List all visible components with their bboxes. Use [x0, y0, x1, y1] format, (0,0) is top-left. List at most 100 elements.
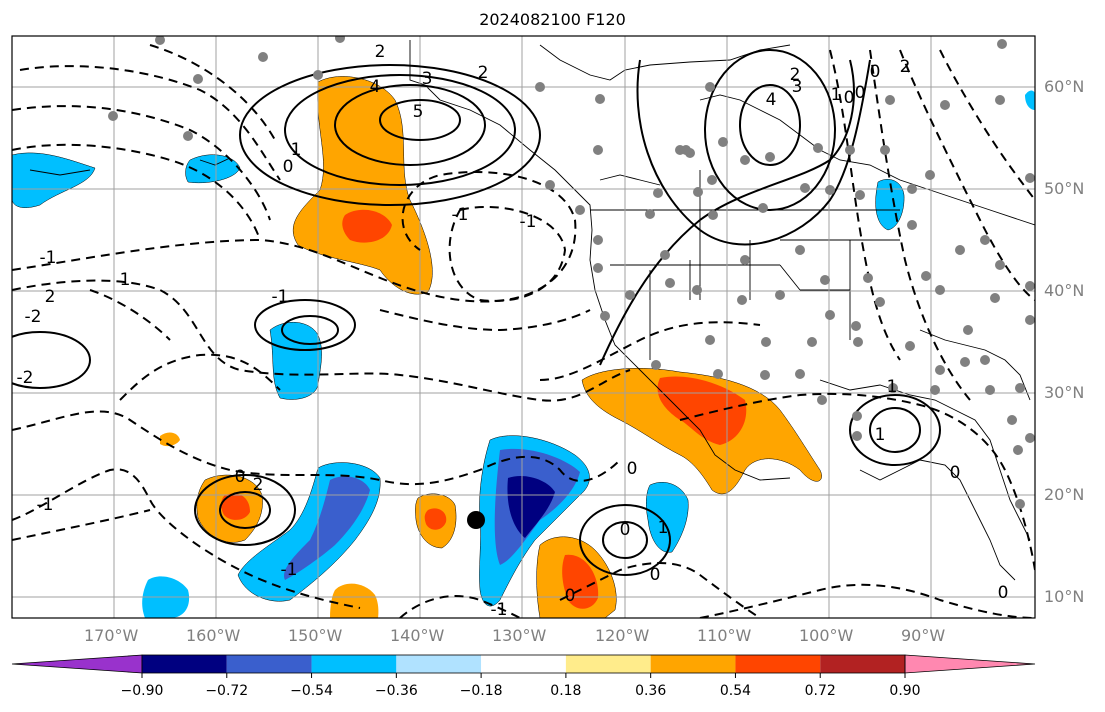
contour-label: 4	[766, 90, 777, 110]
strong-positive-region	[424, 508, 447, 530]
latitude-label: 50°N	[1044, 179, 1085, 198]
contour-label: 0	[844, 88, 855, 108]
contour-label: 3	[422, 69, 433, 89]
latitude-label: 20°N	[1044, 485, 1085, 504]
colorbar-outline	[141, 654, 906, 674]
shaded-regions	[12, 76, 1035, 618]
colorbar-tick-label: −0.72	[205, 683, 249, 699]
strong-positive-region	[342, 209, 392, 243]
contour-label: 1	[831, 85, 842, 105]
contour-label: 0	[950, 463, 961, 483]
colorbar-tick-label: 0.36	[635, 683, 667, 699]
colorbar-tick-label: 0.72	[804, 683, 836, 699]
strong-positive-region	[657, 376, 747, 445]
contour-label: 1	[887, 377, 898, 397]
contour-label: -1	[40, 248, 57, 268]
contour-label: -1	[491, 600, 508, 620]
colorbar-segment	[650, 655, 736, 673]
colorbar-segment	[311, 655, 397, 673]
contour-label: -2	[17, 368, 34, 388]
contour-label: 0	[565, 586, 576, 606]
longitude-label: 100°W	[799, 626, 854, 645]
graticule	[12, 36, 1035, 618]
dashed-contours	[12, 44, 1035, 618]
contour-label: 2	[45, 287, 56, 307]
negative-anomaly-region	[12, 152, 96, 208]
contour-label: -1	[520, 212, 537, 232]
colorbar-tick-label: −0.36	[374, 683, 418, 699]
strong-negative-region	[507, 475, 555, 538]
solid-contours	[12, 49, 941, 576]
contour-label: 0	[627, 459, 638, 479]
strong-positive-region	[562, 554, 599, 609]
colorbar-tick-label: −0.18	[459, 683, 503, 699]
latitude-label: 40°N	[1044, 281, 1085, 300]
contour-label: 0	[283, 157, 294, 177]
positive-anomaly-region	[330, 583, 379, 618]
contour-label: 3	[792, 77, 803, 97]
latitude-label: 30°N	[1044, 383, 1085, 402]
colorbar-segment	[142, 655, 227, 673]
positive-anomaly-region	[160, 432, 180, 447]
colorbar-tick-label: −0.54	[290, 683, 333, 699]
colorbar-segment	[481, 655, 566, 673]
colorbar-tick-label: 0.18	[550, 683, 582, 699]
colorbar-extend-min	[11, 654, 143, 674]
contour-label: 2	[790, 65, 801, 85]
colorbar-segment	[820, 655, 905, 673]
contour-label: 0	[620, 520, 631, 540]
colorbar-segment	[735, 655, 821, 673]
contour-label: -1	[452, 205, 469, 225]
negative-anomaly-region	[875, 179, 905, 231]
colorbar-segment	[396, 655, 482, 673]
longitude-label: 110°W	[697, 626, 752, 645]
negative-anomaly-region	[185, 154, 241, 184]
colorbar-tick-label: 0.54	[719, 683, 752, 699]
longitude-label: 90°W	[901, 626, 946, 645]
contour-label: 2	[900, 57, 911, 77]
contour-label: 0	[235, 467, 246, 487]
contour-label: 0	[870, 62, 881, 82]
contour-label: 1	[875, 425, 886, 445]
contour-label: 4	[370, 77, 381, 97]
contour-label: 5	[413, 102, 424, 122]
contour-label: 1	[291, 140, 302, 160]
contour-label: 0	[855, 83, 866, 103]
map-title: 2024082100 F120	[479, 10, 626, 29]
longitude-label: 150°W	[288, 626, 343, 645]
colorbar-tick-label: −0.90	[120, 683, 164, 699]
longitude-label: 140°W	[390, 626, 445, 645]
longitude-label: 130°W	[492, 626, 547, 645]
station-dots	[108, 36, 1035, 509]
longitude-label: 170°W	[84, 626, 139, 645]
map-content	[12, 36, 1035, 618]
storm-marker	[467, 511, 485, 529]
contour-label: -1	[281, 560, 298, 580]
contour-label: 1	[120, 270, 131, 290]
colorbar-extend-max	[904, 654, 1036, 674]
longitude-label: 160°W	[186, 626, 241, 645]
contour-label: 1	[658, 518, 669, 538]
colorbar-segment	[226, 655, 312, 673]
coastlines	[29, 40, 1035, 581]
contour-label: -2	[25, 307, 42, 327]
negative-anomaly-region	[646, 482, 689, 553]
contour-label: 2	[253, 475, 264, 495]
negative-anomaly-region	[1025, 90, 1035, 110]
contour-label: -1	[272, 287, 289, 307]
positive-anomaly-region	[292, 76, 433, 295]
colorbar	[11, 654, 1036, 678]
contour-label: 0	[998, 583, 1009, 603]
contour-label: 2	[375, 42, 386, 62]
map-frame	[11, 35, 1036, 619]
contour-label: -1	[37, 495, 54, 515]
latitude-label: 60°N	[1044, 77, 1085, 96]
colorbar-segment	[565, 655, 651, 673]
latitude-label: 10°N	[1044, 587, 1085, 606]
strong-positive-region	[221, 493, 250, 520]
medium-negative-region	[284, 476, 370, 580]
colorbar-tick-label: 0.90	[889, 683, 921, 699]
contour-label: 0	[650, 565, 661, 585]
